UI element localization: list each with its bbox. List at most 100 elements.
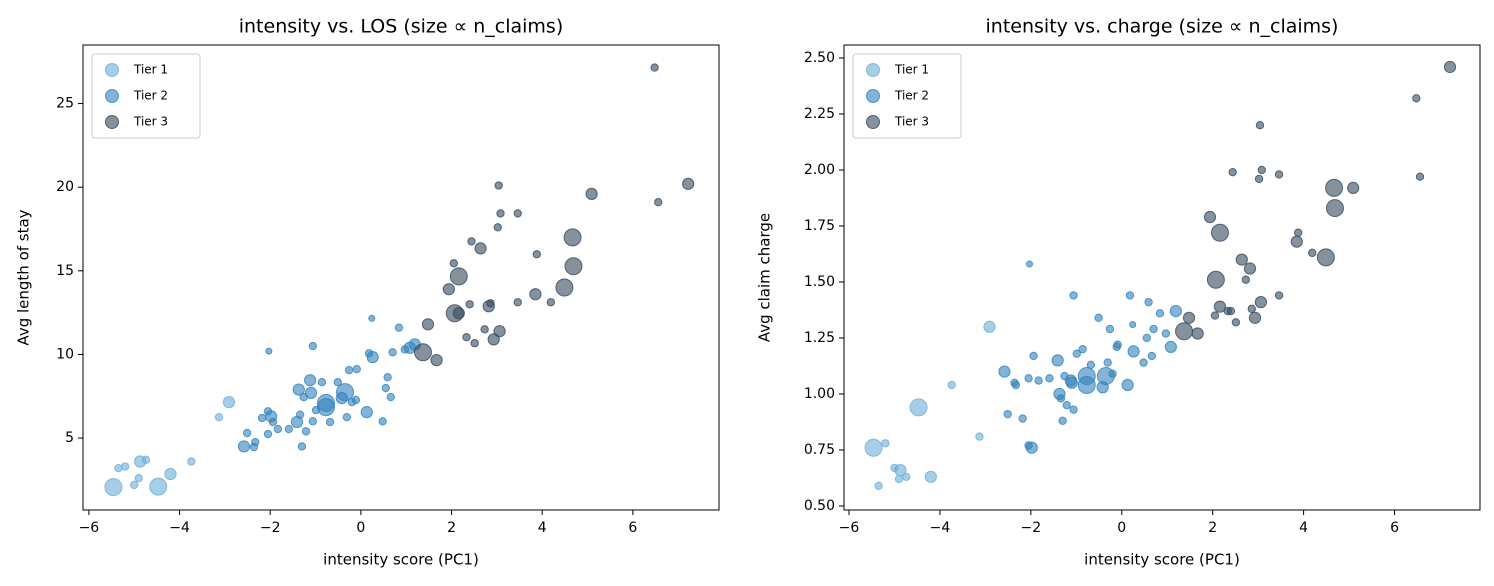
point (449, 259, 458, 268)
point (470, 339, 479, 348)
legend-label: Tier 2 (133, 89, 168, 103)
x-tick-label: −2 (260, 520, 281, 536)
point (1243, 262, 1257, 275)
point (301, 427, 311, 436)
point (1226, 306, 1236, 316)
axes-frame (843, 44, 1481, 511)
y-tick-label: 0.75 (804, 442, 835, 458)
point (1077, 367, 1096, 386)
point (1191, 327, 1204, 340)
point (304, 386, 318, 400)
y-tick-label: 1.75 (804, 218, 835, 234)
legend-label: Tier 2 (894, 89, 929, 103)
x-tick-label: −4 (930, 520, 951, 536)
point (1069, 405, 1078, 414)
point (316, 398, 335, 417)
y-tick-label: 15 (56, 263, 74, 279)
legend-marker (866, 63, 880, 77)
point (1210, 311, 1220, 320)
legend-marker (866, 89, 880, 103)
point (295, 410, 305, 419)
point (924, 470, 937, 483)
point (465, 300, 474, 309)
point (493, 223, 502, 232)
legend-marker (866, 115, 880, 129)
legend-label: Tier 1 (894, 63, 929, 77)
point (134, 474, 143, 483)
point (452, 307, 465, 320)
point (1290, 235, 1303, 248)
y-tick-label: 0.50 (804, 498, 835, 514)
point (480, 325, 489, 334)
point (292, 383, 305, 396)
point (257, 413, 267, 423)
point (237, 440, 251, 453)
point (263, 429, 273, 439)
point (1025, 260, 1033, 268)
point (214, 412, 224, 422)
point (874, 481, 883, 490)
legend-label: Tier 1 (133, 63, 168, 77)
point (1125, 291, 1135, 300)
point (317, 378, 327, 387)
point (222, 395, 236, 409)
point (378, 417, 387, 426)
point (1003, 409, 1012, 419)
legend: Tier 1 Tier 2 Tier 3 (852, 53, 962, 139)
point (352, 364, 361, 374)
point (1094, 313, 1103, 322)
point (947, 380, 956, 390)
point (1034, 376, 1043, 385)
point (998, 365, 1011, 378)
point (1011, 380, 1021, 390)
point (1255, 121, 1265, 130)
y-tick-label: 1.25 (804, 330, 835, 346)
point (342, 412, 352, 422)
point (1029, 351, 1038, 361)
point (1056, 394, 1066, 403)
point (130, 480, 139, 490)
point (513, 298, 522, 307)
point (1248, 311, 1262, 324)
point (487, 333, 500, 346)
point (284, 424, 293, 434)
point (308, 417, 318, 426)
y-tick-label: 5 (65, 430, 74, 446)
point (1069, 291, 1078, 300)
x-tick-label: −2 (1021, 520, 1042, 536)
point (383, 373, 392, 382)
x-tick-label: −4 (169, 520, 190, 536)
point (449, 267, 468, 286)
point (381, 383, 390, 393)
x-axis-label: intensity score (PC1) (323, 551, 479, 569)
point (120, 462, 130, 471)
point (894, 464, 907, 477)
point (881, 439, 890, 448)
point (563, 228, 582, 247)
point (333, 378, 342, 387)
point (1103, 358, 1112, 367)
point (864, 438, 883, 457)
legend-frame (852, 53, 962, 139)
point (467, 237, 476, 246)
point (902, 472, 911, 482)
point (585, 187, 598, 200)
point (268, 417, 278, 427)
point (1072, 349, 1081, 358)
chart-title: intensity vs. charge (size ∝ n_claims) (986, 16, 1339, 38)
point (1078, 344, 1087, 354)
point (529, 288, 542, 301)
point (442, 283, 455, 296)
point (1024, 374, 1033, 383)
point (1149, 324, 1158, 334)
y-tick-label: 20 (56, 179, 74, 195)
point (1065, 376, 1078, 389)
point (1175, 322, 1194, 341)
x-tick-label: 2 (447, 520, 456, 536)
point (1325, 178, 1344, 197)
y-tick-label: 1.00 (804, 386, 835, 402)
point (532, 250, 541, 259)
point (1144, 297, 1153, 307)
